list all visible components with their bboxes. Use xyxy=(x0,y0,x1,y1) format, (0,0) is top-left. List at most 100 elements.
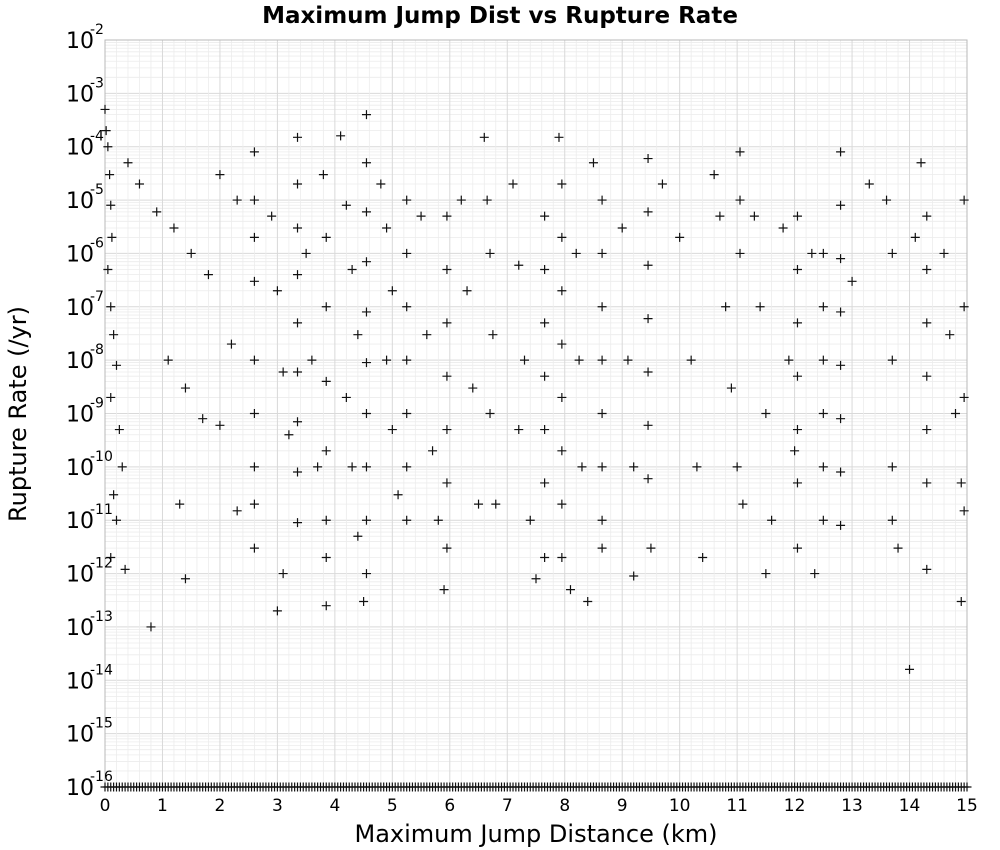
data-point xyxy=(442,478,452,488)
y-tick-label: 10-12 xyxy=(66,556,113,588)
data-point xyxy=(134,179,144,189)
data-point xyxy=(361,515,371,525)
y-tick-exponent: -12 xyxy=(90,556,113,572)
data-point xyxy=(109,490,119,500)
data-point xyxy=(249,409,259,418)
y-tick-exponent: -14 xyxy=(90,662,113,678)
y-tick-base: 10 xyxy=(66,29,94,54)
data-point xyxy=(959,392,969,402)
y-tick-label: 10-16 xyxy=(66,769,113,801)
data-point xyxy=(557,553,567,563)
y-tick-base: 10 xyxy=(66,509,94,534)
data-point xyxy=(402,462,412,472)
data-point xyxy=(557,286,567,296)
data-point xyxy=(402,195,412,205)
y-tick-base: 10 xyxy=(66,563,94,588)
data-point xyxy=(617,223,627,233)
data-point xyxy=(836,147,846,157)
data-point xyxy=(709,170,719,180)
data-point xyxy=(597,515,607,525)
data-point xyxy=(387,286,397,296)
data-point xyxy=(514,260,524,270)
data-point xyxy=(301,248,311,258)
data-point xyxy=(557,499,567,509)
data-point xyxy=(836,200,846,210)
x-tick-label: 15 xyxy=(956,796,978,816)
data-point xyxy=(597,248,607,258)
data-point xyxy=(657,179,667,189)
data-point xyxy=(836,467,846,477)
x-tick-label: 12 xyxy=(784,796,806,816)
data-point xyxy=(643,260,653,270)
data-point xyxy=(735,195,745,205)
data-point xyxy=(152,207,162,217)
data-point xyxy=(101,126,111,136)
data-point xyxy=(198,414,208,424)
data-point xyxy=(887,248,897,258)
data-point xyxy=(293,417,303,427)
data-point xyxy=(597,355,607,365)
data-point xyxy=(249,232,259,242)
x-tick-label: 2 xyxy=(215,796,226,816)
data-point xyxy=(215,170,225,180)
data-point xyxy=(313,462,323,472)
data-point xyxy=(959,302,969,312)
data-point xyxy=(267,211,277,221)
data-point xyxy=(105,170,115,180)
data-point xyxy=(557,179,567,189)
data-point xyxy=(864,179,874,189)
data-point xyxy=(836,520,846,530)
data-point xyxy=(698,553,708,563)
data-point xyxy=(792,264,802,274)
data-point xyxy=(361,158,371,168)
data-point xyxy=(361,257,371,267)
data-point xyxy=(732,462,742,472)
data-point xyxy=(540,318,550,328)
data-point xyxy=(361,569,371,579)
data-point xyxy=(474,499,484,509)
data-point xyxy=(629,571,639,581)
data-point xyxy=(810,569,820,579)
data-point xyxy=(818,462,828,472)
data-point xyxy=(916,158,926,168)
data-point xyxy=(186,248,196,258)
data-point xyxy=(321,376,331,386)
y-tick-base: 10 xyxy=(66,296,94,321)
y-tick-label: 10-10 xyxy=(66,449,113,481)
data-point xyxy=(491,499,501,509)
x-tick-label: 13 xyxy=(841,796,863,816)
data-point xyxy=(293,179,303,189)
data-point xyxy=(520,355,530,365)
data-point xyxy=(428,446,438,456)
data-point xyxy=(272,606,282,616)
y-tick-base: 10 xyxy=(66,242,94,267)
data-point xyxy=(321,232,331,242)
data-point xyxy=(792,425,802,435)
data-point xyxy=(792,318,802,328)
data-point xyxy=(180,574,190,584)
data-point xyxy=(956,596,966,606)
data-point xyxy=(293,132,303,142)
y-axis-label: Rupture Rate (/yr) xyxy=(4,306,32,522)
data-point xyxy=(818,248,828,258)
data-point xyxy=(514,425,524,435)
data-point xyxy=(163,355,173,365)
floor-point xyxy=(962,782,972,792)
y-tick-base: 10 xyxy=(66,456,94,481)
data-point xyxy=(117,462,127,472)
data-point xyxy=(402,248,412,258)
data-point xyxy=(341,200,351,210)
data-point xyxy=(422,330,432,340)
data-point xyxy=(482,195,492,205)
data-point xyxy=(103,264,113,274)
data-point xyxy=(361,110,371,120)
y-tick-label: 10-6 xyxy=(66,235,104,267)
chart-title: Maximum Jump Dist vs Rupture Rate xyxy=(262,3,738,29)
data-point xyxy=(169,223,179,233)
data-point xyxy=(945,330,955,340)
data-point xyxy=(361,307,371,317)
data-point xyxy=(692,462,702,472)
data-point xyxy=(382,355,392,365)
data-point xyxy=(433,515,443,525)
data-point xyxy=(540,264,550,274)
